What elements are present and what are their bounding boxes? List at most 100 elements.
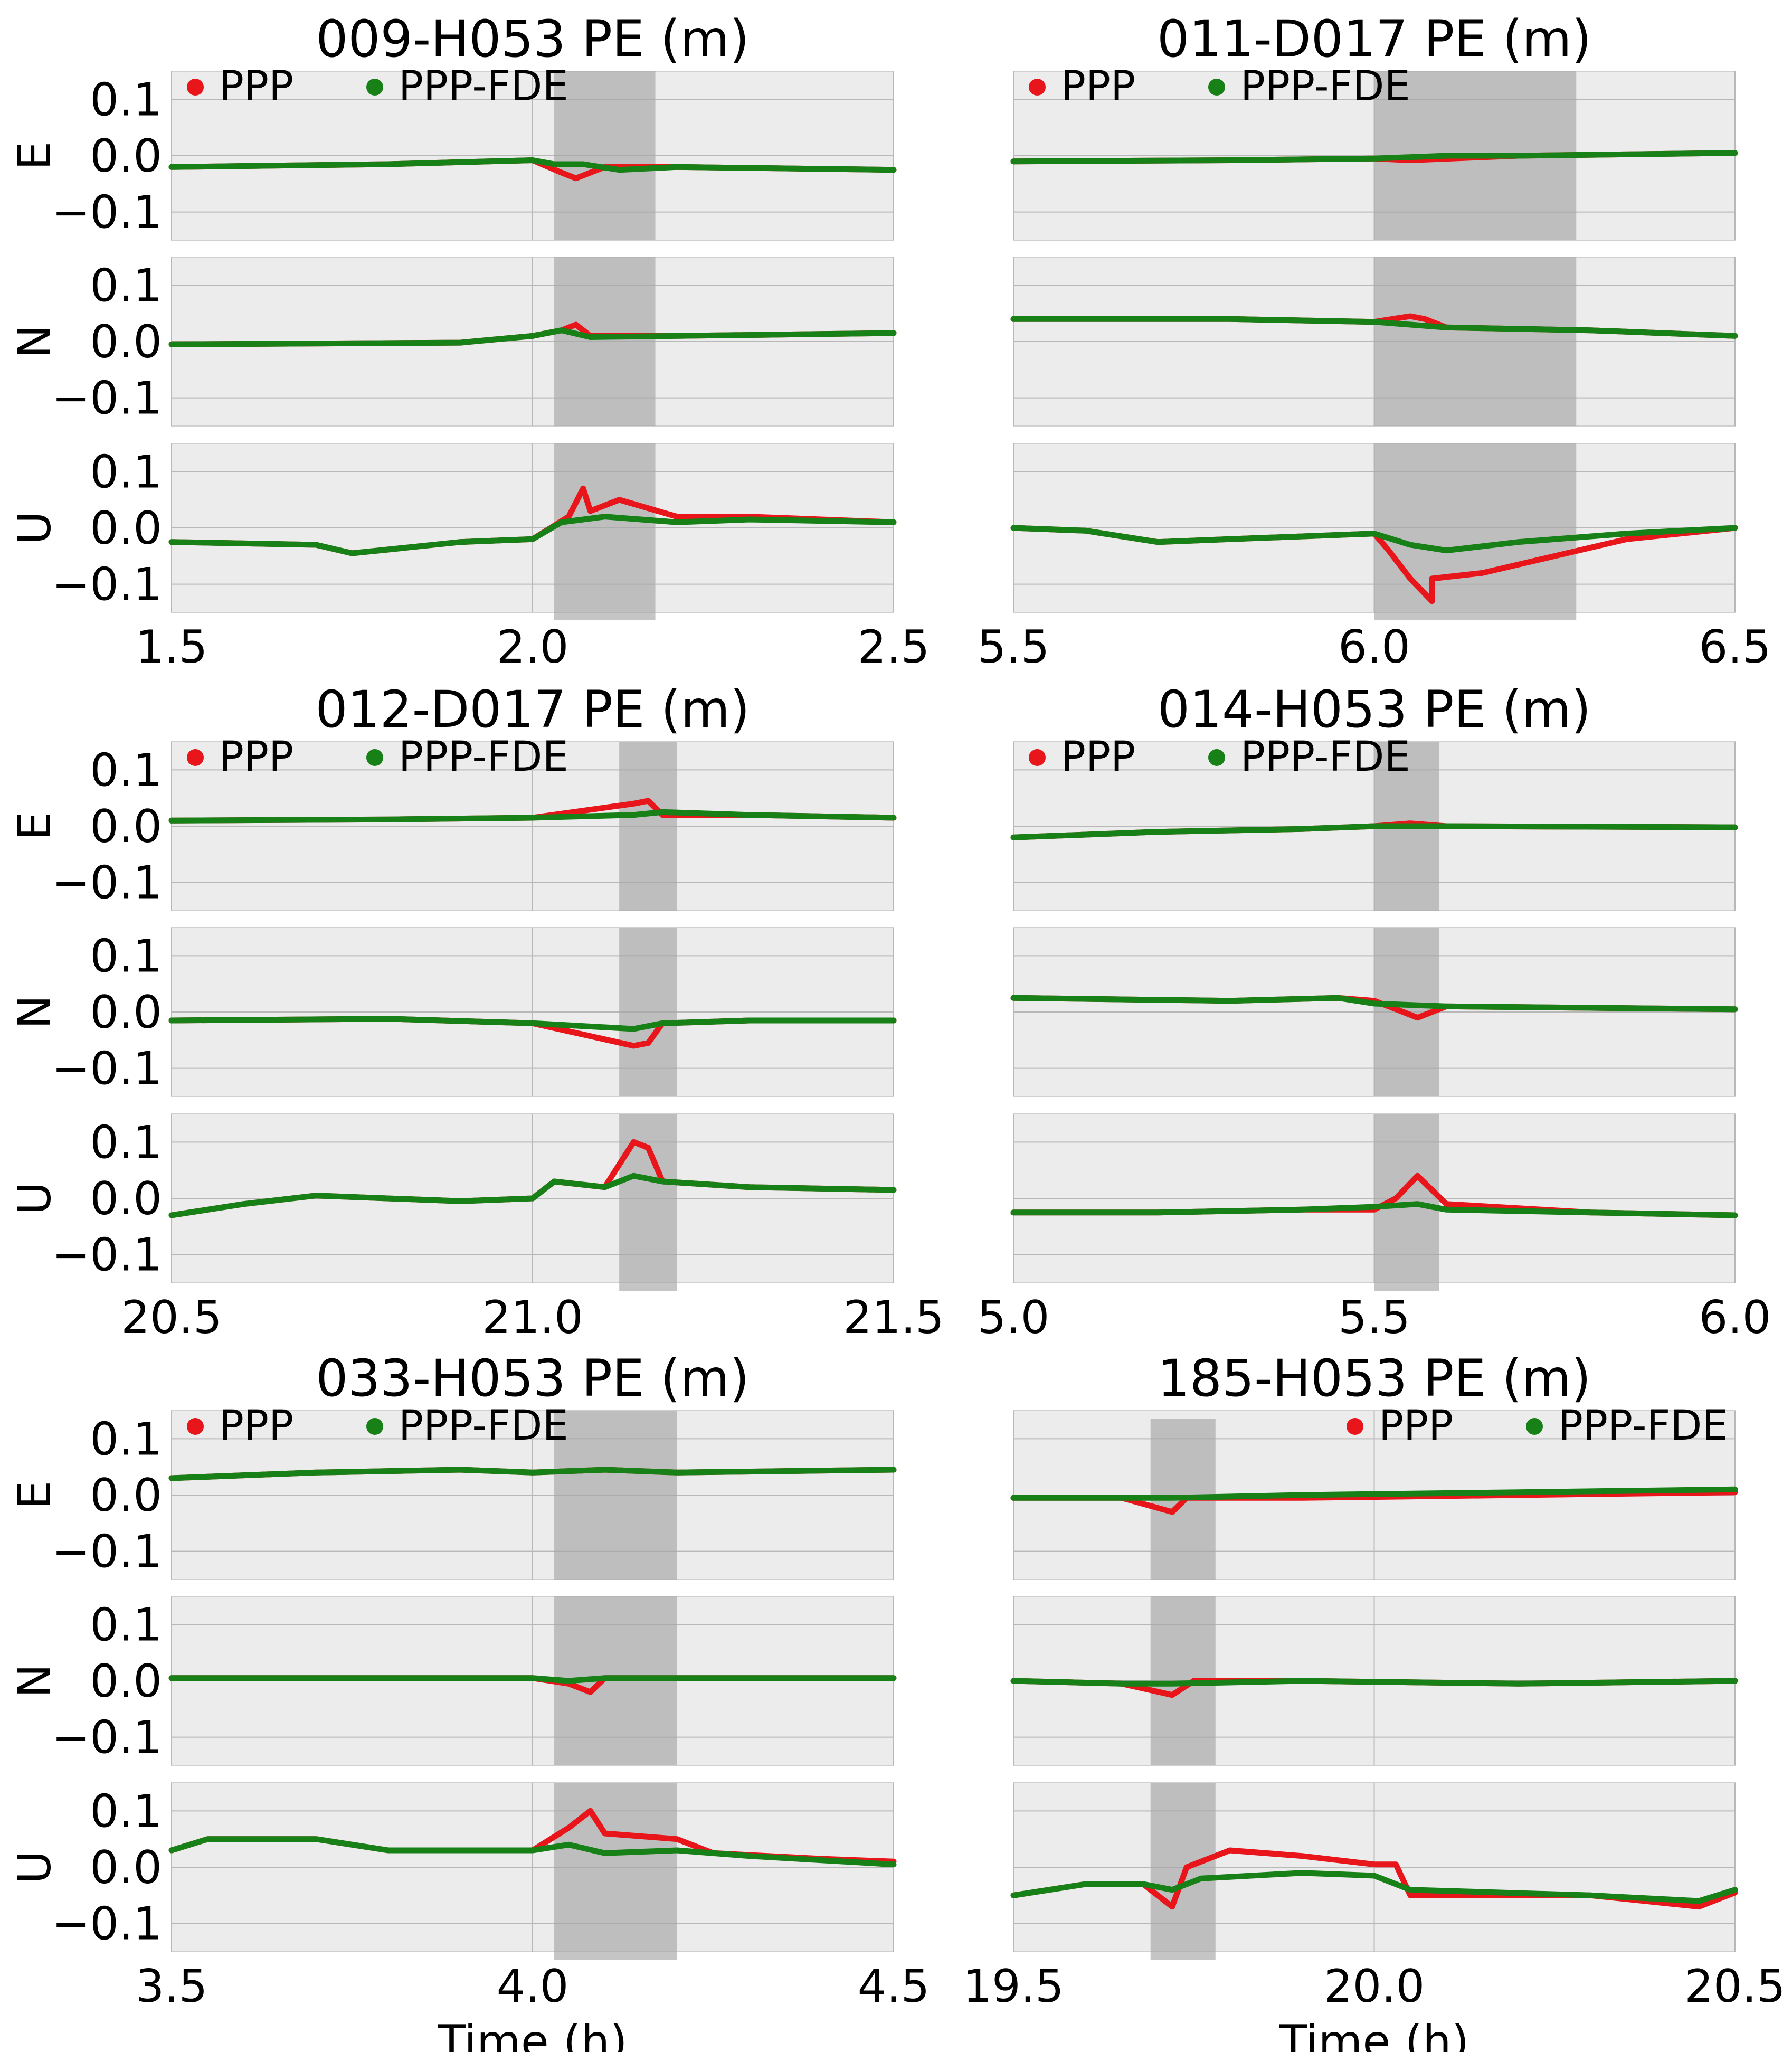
chart-title: 012-D017 PE (m) [315, 680, 750, 739]
legend-marker-ppp [187, 1418, 204, 1435]
x-tick-label: 3.5 [136, 1960, 208, 2013]
legend-marker-ppp-fde [1208, 749, 1225, 766]
y-tick-label: −0.1 [52, 559, 162, 611]
y-tick-label: 0.0 [90, 502, 162, 555]
subplot-U: 0.10.0−0.1 U [8, 443, 897, 620]
legend-marker-ppp [1029, 79, 1046, 96]
y-tick-label: −0.1 [52, 857, 162, 910]
legend-marker-ppp-fde [1526, 1418, 1543, 1435]
x-axis-label: Time (h) [437, 2016, 627, 2052]
series-ppp-fde-N [168, 1675, 897, 1684]
chart-2: 011-D017 PE (m) 5.5 6.0 6.5 PPP PPP-FDE [978, 10, 1771, 674]
fault-shade [619, 928, 677, 1096]
y-axis-label: U [8, 1851, 61, 1884]
y-tick-label: −0.1 [52, 1898, 162, 1951]
x-tick-label: 5.0 [978, 1291, 1050, 1344]
subplot-N [1010, 1596, 1738, 1766]
series-ppp-fde-E [1010, 1486, 1738, 1501]
subplot-N [1010, 257, 1738, 427]
subplot-U [1010, 1113, 1738, 1291]
series-ppp-fde-N [168, 327, 897, 347]
y-axis-label: E [8, 1481, 61, 1509]
subplot-E: 0.10.0−0.1 E [8, 1410, 897, 1580]
x-tick-label: 6.0 [1338, 621, 1410, 674]
legend-label: PPP [1379, 1402, 1453, 1450]
y-axis-label: U [8, 1182, 61, 1215]
legend-label: PPP [219, 733, 293, 781]
x-tick-label: 4.0 [497, 1960, 569, 2013]
y-tick-label: 0.1 [90, 73, 162, 126]
chart-title: 185-H053 PE (m) [1158, 1349, 1591, 1408]
series-ppp-fde-U [168, 1836, 897, 1868]
legend-label: PPP-FDE [399, 1402, 568, 1450]
series-ppp-fde-N [1010, 316, 1738, 339]
x-tick-label: 20.0 [1324, 1960, 1425, 2013]
subplot-U [1010, 1782, 1738, 1960]
x-tick-label: 6.5 [1699, 621, 1771, 674]
y-tick-label: 0.0 [90, 316, 162, 368]
y-tick-label: 0.0 [90, 800, 162, 853]
x-tick-label: 20.5 [121, 1291, 222, 1344]
x-tick-label: 20.5 [1684, 1960, 1785, 2013]
subplot-E [1010, 1410, 1738, 1580]
legend-marker-ppp [187, 749, 204, 766]
series-ppp-fde-U [168, 1172, 897, 1218]
y-tick-label: −0.1 [52, 1526, 162, 1578]
legend: PPP PPP-FDE [187, 63, 568, 110]
subplot-E: 0.10.0−0.1 E [8, 71, 897, 241]
legend-marker-ppp-fde [1208, 79, 1225, 96]
fault-shade [1374, 257, 1577, 426]
legend-marker-ppp [187, 79, 204, 96]
subplot-N: 0.10.0−0.1 N [8, 1596, 897, 1766]
legend-label: PPP [1061, 733, 1135, 781]
y-tick-label: 0.1 [90, 1599, 162, 1651]
fault-shade [554, 1783, 677, 1960]
series-ppp-fde-E [1010, 823, 1738, 840]
legend-label: PPP [219, 63, 293, 110]
legend: PPP PPP-FDE [1029, 733, 1410, 781]
y-tick-label: 0.1 [90, 1116, 162, 1169]
y-tick-label: 0.1 [90, 259, 162, 312]
y-tick-label: 0.1 [90, 744, 162, 797]
chart-title: 014-H053 PE (m) [1158, 680, 1591, 739]
y-axis-label: E [8, 141, 61, 170]
series-ppp-fde-U [168, 514, 897, 556]
legend-label: PPP-FDE [399, 733, 568, 781]
y-tick-label: 0.0 [90, 1172, 162, 1225]
y-tick-label: −0.1 [52, 186, 162, 239]
legend-marker-ppp [1029, 749, 1046, 766]
y-tick-label: 0.1 [90, 446, 162, 498]
y-tick-label: −0.1 [52, 372, 162, 425]
chart-4: 014-H053 PE (m) 5.0 5.5 6.0 PPP PPP-FDE [978, 680, 1771, 1344]
x-tick-label: 2.0 [497, 621, 569, 674]
chart-title: 009-H053 PE (m) [316, 10, 749, 69]
y-tick-label: 0.1 [90, 1785, 162, 1838]
y-tick-label: −0.1 [52, 1711, 162, 1764]
subplot-N [1010, 927, 1738, 1097]
subplot-E [1010, 741, 1738, 911]
y-tick-label: 0.0 [90, 130, 162, 183]
fault-shade [554, 257, 656, 426]
y-tick-label: −0.1 [52, 1229, 162, 1282]
x-axis-label: Time (h) [1279, 2016, 1469, 2052]
legend-label: PPP-FDE [1240, 733, 1410, 781]
y-tick-label: 0.0 [90, 1655, 162, 1708]
x-tick-label: 1.5 [136, 621, 208, 674]
y-axis-label: N [8, 1664, 61, 1698]
x-tick-label: 5.5 [1338, 1291, 1410, 1344]
y-tick-label: 0.0 [90, 1841, 162, 1894]
y-axis-label: N [8, 995, 61, 1029]
subplot-U: 0.10.0−0.1 U [8, 1782, 897, 1960]
series-ppp-fde-U [1010, 1870, 1738, 1904]
chart-title: 011-D017 PE (m) [1157, 10, 1591, 69]
y-axis-label: E [8, 812, 61, 840]
legend-label: PPP [1061, 63, 1135, 110]
x-tick-label: 19.5 [963, 1960, 1064, 2013]
series-ppp-fde-E [168, 157, 897, 173]
series-ppp-fde-U [1010, 525, 1738, 554]
y-axis-label: N [8, 325, 61, 358]
series-ppp-fde-N [1010, 1678, 1738, 1687]
y-tick-label: 0.1 [90, 1413, 162, 1465]
x-tick-label: 6.0 [1699, 1291, 1771, 1344]
